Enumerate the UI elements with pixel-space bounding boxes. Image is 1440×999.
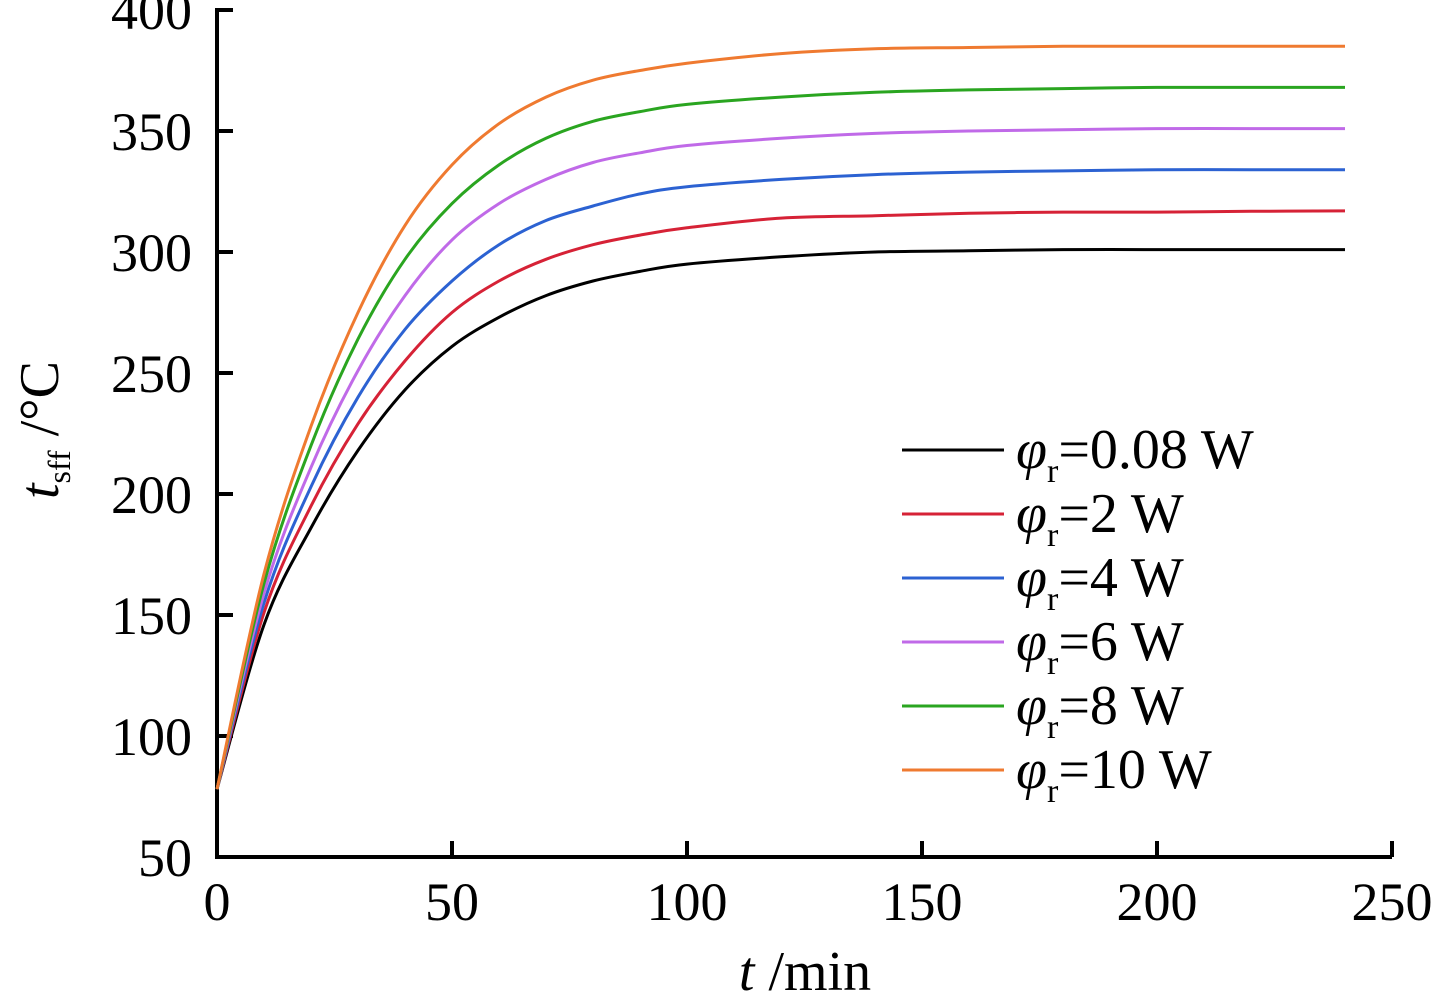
x-tick-label: 100 — [647, 872, 728, 932]
series-line-4 — [215, 85, 1345, 790]
x-tick-label: 250 — [1352, 872, 1433, 932]
x-tick-label: 200 — [1117, 872, 1198, 932]
series-line-0 — [215, 248, 1345, 790]
legend-label-4: φr=8 W — [1016, 675, 1184, 746]
y-tick-label: 250 — [111, 344, 192, 404]
series-line-5 — [215, 44, 1345, 790]
y-axis-label: tsff /°C — [9, 361, 77, 499]
legend-label-0: φr=0.08 W — [1016, 419, 1254, 490]
x-tick-label: 150 — [882, 872, 963, 932]
series-line-2 — [215, 168, 1345, 790]
series-group — [215, 44, 1346, 790]
series-line-3 — [215, 127, 1345, 790]
legend: φr=0.08 Wφr=2 Wφr=4 Wφr=6 Wφr=8 Wφr=10 W — [902, 419, 1254, 810]
x-tick-label: 0 — [204, 872, 231, 932]
x-axis-label: t /min — [739, 941, 871, 999]
x-tick-label: 50 — [425, 872, 479, 932]
y-tick-label: 50 — [138, 828, 192, 888]
legend-label-5: φr=10 W — [1016, 739, 1212, 810]
y-tick-label: 100 — [111, 707, 192, 767]
y-tick-label: 300 — [111, 223, 192, 283]
y-tick-label: 350 — [111, 102, 192, 162]
legend-label-3: φr=6 W — [1016, 611, 1184, 682]
y-tick-label: 150 — [111, 586, 192, 646]
legend-label-2: φr=4 W — [1016, 547, 1184, 618]
series-line-1 — [215, 209, 1346, 790]
y-tick-label: 200 — [111, 465, 192, 525]
y-tick-label: 400 — [111, 0, 192, 41]
legend-label-1: φr=2 W — [1016, 483, 1184, 554]
